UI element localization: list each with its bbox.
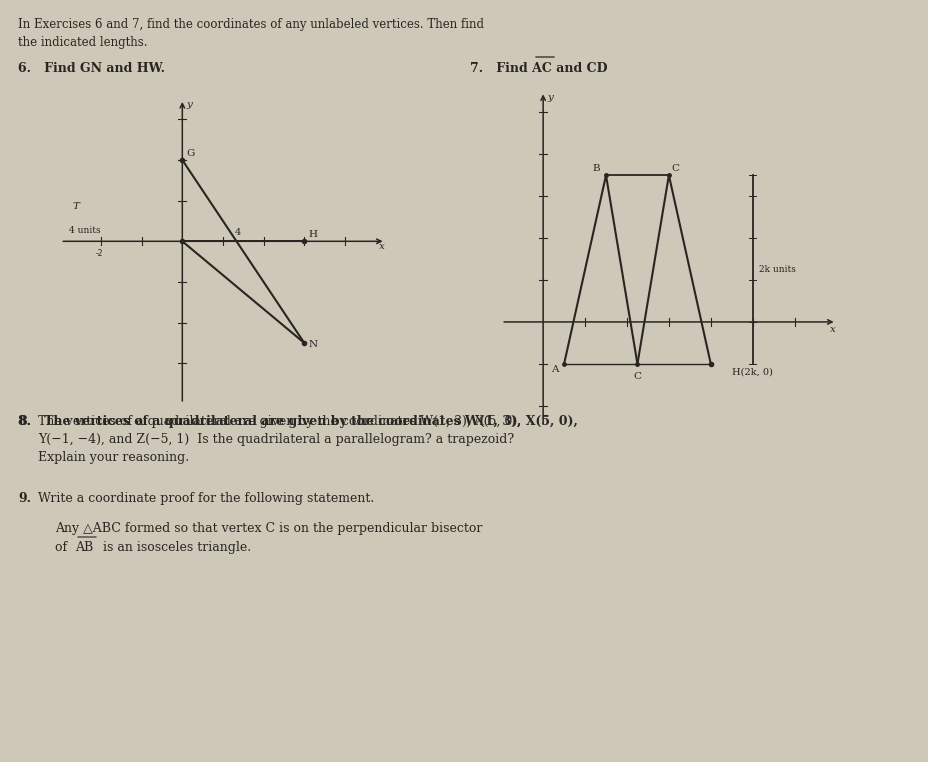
Text: AB: AB <box>75 541 93 554</box>
Text: Y(−1, −4), and Z(−5, 1)  Is the quadrilateral a parallelogram? a trapezoid?: Y(−1, −4), and Z(−5, 1) Is the quadrilat… <box>38 433 513 446</box>
Text: is an isosceles triangle.: is an isosceles triangle. <box>99 541 251 554</box>
Text: G: G <box>187 149 195 158</box>
Text: y: y <box>187 100 192 109</box>
Text: T: T <box>72 202 80 211</box>
Text: of: of <box>55 541 71 554</box>
Text: H: H <box>308 230 317 239</box>
Text: -2: -2 <box>96 248 103 258</box>
Text: 2k units: 2k units <box>758 264 795 274</box>
Text: Write a coordinate proof for the following statement.: Write a coordinate proof for the followi… <box>38 492 374 505</box>
Text: A: A <box>551 365 559 374</box>
Text: C: C <box>633 372 640 380</box>
Text: The vertices of a quadrilateral are given by the coordinates W(1, 3), X(5, 0),: The vertices of a quadrilateral are give… <box>38 415 521 428</box>
Text: 6.   Find GN and HW.: 6. Find GN and HW. <box>18 62 165 75</box>
Text: y: y <box>547 93 552 102</box>
Text: N: N <box>308 340 317 349</box>
Text: 9.: 9. <box>18 492 31 505</box>
Text: x: x <box>379 242 385 251</box>
Text: 4: 4 <box>235 228 241 237</box>
Text: 7.   Find AC and CD: 7. Find AC and CD <box>470 62 607 75</box>
Text: 4 units: 4 units <box>69 226 100 235</box>
Text: Explain your reasoning.: Explain your reasoning. <box>38 451 189 464</box>
Text: the indicated lengths.: the indicated lengths. <box>18 36 148 49</box>
Text: 8.: 8. <box>18 415 31 428</box>
Text: B: B <box>591 164 599 173</box>
Text: H(2k, 0): H(2k, 0) <box>731 367 772 376</box>
Text: x: x <box>830 325 835 335</box>
Text: Any △ABC formed so that vertex C is on the perpendicular bisector: Any △ABC formed so that vertex C is on t… <box>55 522 482 535</box>
Text: C: C <box>670 164 678 173</box>
Text: In Exercises 6 and 7, find the coordinates of any unlabeled vertices. Then find: In Exercises 6 and 7, find the coordinat… <box>18 18 483 31</box>
Text: 8.   The vertices of a quadrilateral are given by the coordinates W(1, 3), X(5, : 8. The vertices of a quadrilateral are g… <box>18 415 577 428</box>
